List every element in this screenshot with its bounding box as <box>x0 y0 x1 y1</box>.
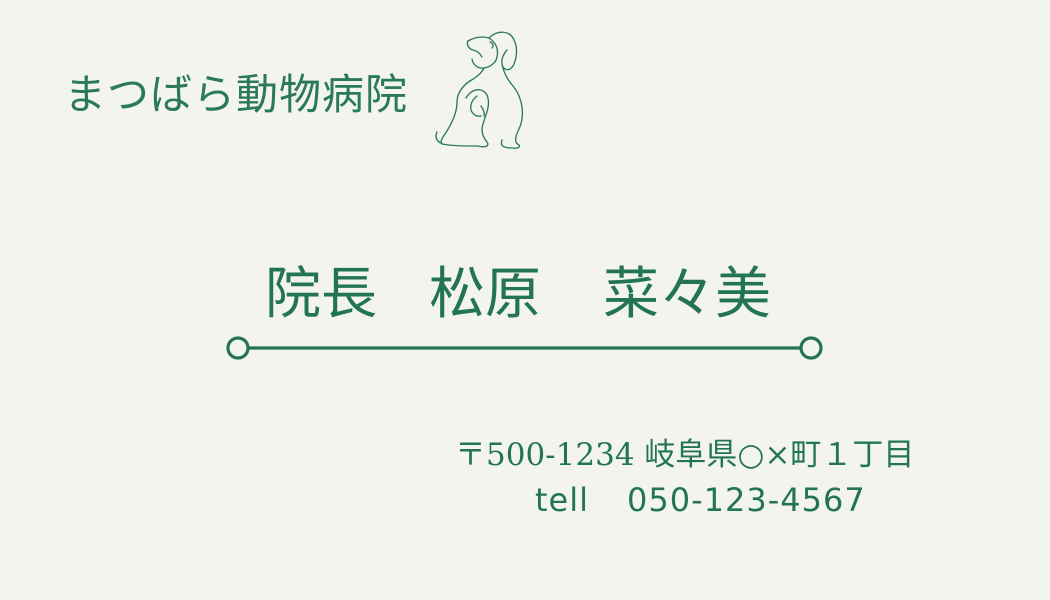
underline-left-ring <box>226 336 250 360</box>
director-title: 院長 <box>265 262 377 327</box>
director-name-row: 院長 松原 菜々美 <box>265 267 771 323</box>
underline-right-ring <box>799 336 823 360</box>
name-underline <box>226 336 823 360</box>
clinic-name: まつばら動物病院 <box>64 70 409 119</box>
address: 〒500-1234 岐阜県○×町１丁目 <box>455 437 915 473</box>
tel-number: 050-123-4567 <box>627 481 866 519</box>
director-given-name: 菜々美 <box>603 262 771 327</box>
director-surname: 松原 <box>429 262 541 327</box>
dog-line-art-icon <box>435 31 524 149</box>
tel-label: tell <box>535 481 590 519</box>
telephone-line: tell 050-123-4567 <box>535 484 866 516</box>
